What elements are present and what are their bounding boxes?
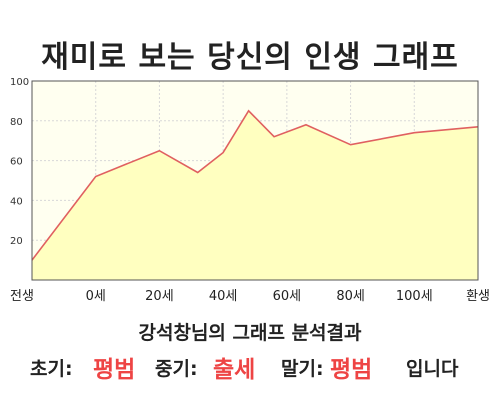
early-label: 초기: [30,358,73,380]
x-tick-label: 40세 [209,289,238,304]
late-label: 말기: [281,358,324,380]
mid-label: 중기: [155,358,198,380]
late-value: 평범 [330,357,373,383]
y-tick-label: 60 [10,157,23,168]
x-tick-label: 환생 [466,289,490,304]
x-tick-label: 0세 [86,289,106,304]
y-tick-label: 40 [10,196,23,207]
y-tick-label: 20 [10,236,23,247]
y-axis-ticks: 20 40 60 80 100 [10,77,29,247]
analysis-result: 초기: 평범 중기: 출세 말기: 평범 입니다 [0,344,500,384]
early-value: 평범 [93,357,136,383]
x-tick-label: 80세 [336,289,365,304]
series-area-fill [32,110,478,280]
series-line [31,109,479,261]
x-tick-label: 60세 [273,289,302,304]
mid-value: 출세 [213,357,256,383]
plot-frame [31,80,479,281]
y-tick-label: 80 [10,117,23,128]
analysis-subtitle: 강석창님의 그래프 분석결과 [138,322,362,344]
x-tick-label: 100세 [396,289,433,304]
x-axis-ticks: 전생 0세 20세 40세 60세 80세 100세 환생 [10,289,490,304]
result-suffix: 입니다 [406,358,459,380]
chart-title: 재미로 보는 당신의 인생 그래프 [41,40,459,75]
x-tick-label: 전생 [10,289,34,304]
x-tick-label: 20세 [145,289,174,304]
y-tick-label: 100 [10,77,29,88]
